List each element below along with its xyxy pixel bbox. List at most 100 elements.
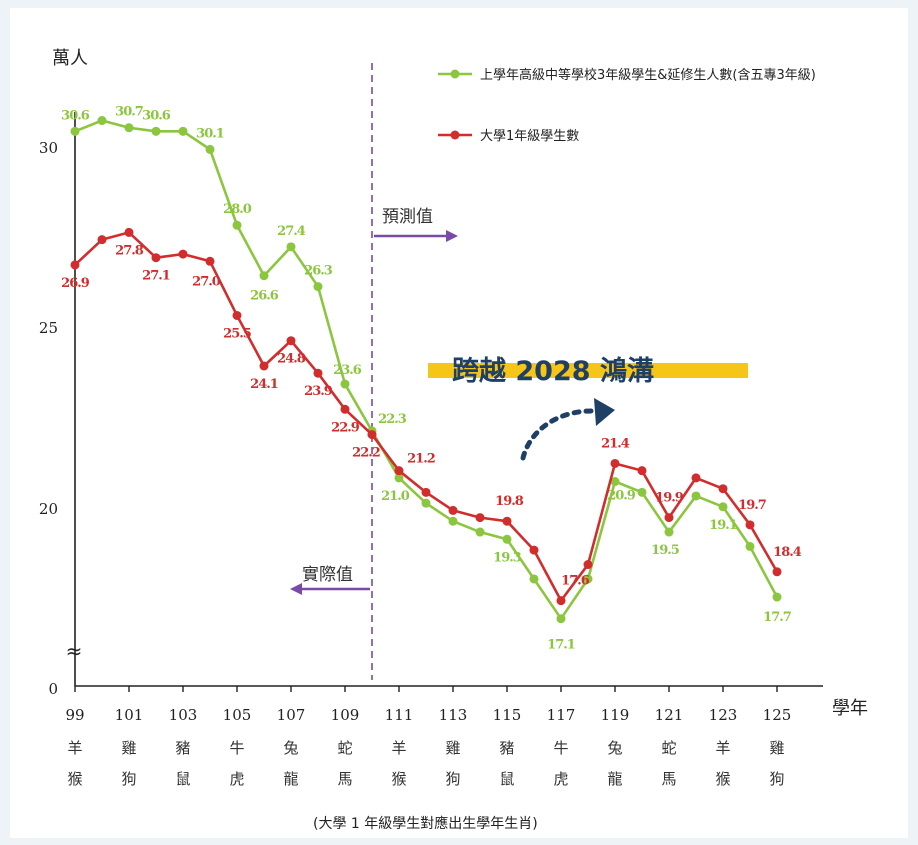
data-point-r-119 [610,458,620,468]
x-tick-label-109: 109 [331,706,360,724]
zodiac-bottom-111: 猴 [391,770,406,788]
data-label-r-109: 22.9 [331,420,360,435]
zodiac-top-121: 蛇 [661,739,676,757]
data-point-r-114 [475,513,485,523]
zodiac-top-101: 雞 [121,739,136,757]
zodiac-top-103: 豬 [175,739,190,757]
data-label-g-111: 21.0 [381,489,410,504]
zodiac-top-107: 兔 [283,739,298,757]
banner-title: 跨越 2028 鴻溝 [452,356,654,387]
x-tick-label-107: 107 [277,706,306,724]
line-chart: 萬人 學年 0 20 25 30 ≈ 預測值 實際值 跨越 2028 鴻溝 上學… [39,48,868,832]
data-label-r-110: 22.2 [352,446,380,461]
zodiac-bottom-107: 龍 [283,770,298,788]
data-point-g-122 [691,491,701,501]
data-label-g-102: 30.6 [142,108,171,123]
zodiac-top-99: 羊 [67,739,82,757]
x-tick-label-105: 105 [223,706,252,724]
data-point-g-115 [502,534,512,544]
x-tick-label-117: 117 [547,706,576,724]
data-point-r-110 [367,430,377,440]
forecast-label: 預測值 [382,207,433,227]
actual-arrow-icon [290,583,302,595]
data-label-r-106: 24.1 [250,377,278,392]
x-tick-label-115: 115 [493,706,522,724]
data-point-r-109 [340,404,350,414]
data-point-g-108 [313,282,323,292]
data-label-r-119: 21.4 [601,436,630,451]
data-point-g-112 [421,498,431,508]
forecast-arrow-icon [446,230,458,242]
data-label-g-110: 22.3 [378,412,407,427]
zodiac-bottom-121: 馬 [661,770,676,788]
zodiac-top-111: 羊 [391,739,406,757]
data-label-r-105: 25.5 [223,326,252,341]
data-point-g-117 [556,614,566,624]
data-point-g-114 [475,527,485,537]
data-point-g-106 [259,271,269,281]
data-point-g-101 [124,123,134,133]
data-point-g-119 [610,477,620,487]
data-label-r-121: 19.9 [655,491,684,506]
data-label-g-115: 19.3 [493,550,522,565]
data-point-g-118 [583,574,593,584]
chart-panel: 萬人 學年 0 20 25 30 ≈ 預測值 實際值 跨越 2028 鴻溝 上學… [10,8,908,838]
data-point-g-109 [340,379,350,389]
data-point-r-113 [448,505,458,515]
data-point-r-112 [421,487,431,497]
y-axis-label: 萬人 [52,48,88,69]
x-tick-label-99: 99 [65,706,84,724]
zodiac-top-123: 羊 [715,739,730,757]
data-point-r-105 [232,310,242,320]
zodiac-bottom-113: 狗 [445,770,460,788]
x-tick-label-123: 123 [709,706,738,724]
data-label-g-99: 30.6 [61,108,90,123]
data-label-r-102: 27.1 [142,269,170,284]
data-label-g-123: 19.1 [709,518,737,533]
data-point-g-116 [529,574,539,584]
x-tick-label-121: 121 [655,706,684,724]
x-tick-label-119: 119 [601,706,630,724]
x-axis-label: 學年 [832,698,868,719]
axis-break-icon: ≈ [66,639,83,663]
x-tick-label-113: 113 [439,706,468,724]
gap-arrow-curve [520,408,598,461]
data-point-r-118 [583,560,593,570]
data-point-r-103 [178,249,188,259]
data-point-g-124 [745,541,755,551]
zodiac-top-117: 牛 [553,739,568,757]
data-label-g-105: 28.0 [223,202,252,217]
zodiac-top-109: 蛇 [337,739,352,757]
zodiac-bottom-123: 猴 [715,770,730,788]
x-tick-label-125: 125 [763,706,792,724]
data-label-r-99: 26.9 [61,276,90,291]
data-point-r-120 [637,466,647,476]
zodiac-bottom-101: 狗 [121,770,136,788]
data-point-r-123 [718,484,728,494]
data-point-g-105 [232,220,242,230]
zodiac-bottom-109: 馬 [337,770,352,788]
legend-label-red: 大學1年級學生數 [480,129,579,144]
zodiac-top-105: 牛 [229,739,244,757]
data-point-g-113 [448,516,458,526]
actual-label: 實際值 [302,565,353,585]
data-point-r-115 [502,516,512,526]
data-label-g-121: 19.5 [651,543,680,558]
data-label-g-107: 27.4 [277,224,306,239]
data-label-r-108: 23.9 [304,384,333,399]
data-point-r-121 [664,513,674,523]
gap-arrow-icon [594,398,615,426]
data-label-g-117: 17.1 [547,638,575,653]
data-point-r-122 [691,473,701,483]
zodiac-top-119: 兔 [607,739,622,757]
data-point-g-100 [97,116,107,126]
data-label-r-125: 18.4 [773,545,802,560]
x-tick-label-103: 103 [169,706,198,724]
data-label-r-111: 21.2 [407,452,435,467]
data-point-r-107 [286,336,296,346]
data-point-g-120 [637,487,647,497]
legend-marker-red [450,130,460,140]
data-label-r-115: 19.8 [495,494,524,509]
data-point-g-123 [718,502,728,512]
data-point-r-117 [556,596,566,606]
